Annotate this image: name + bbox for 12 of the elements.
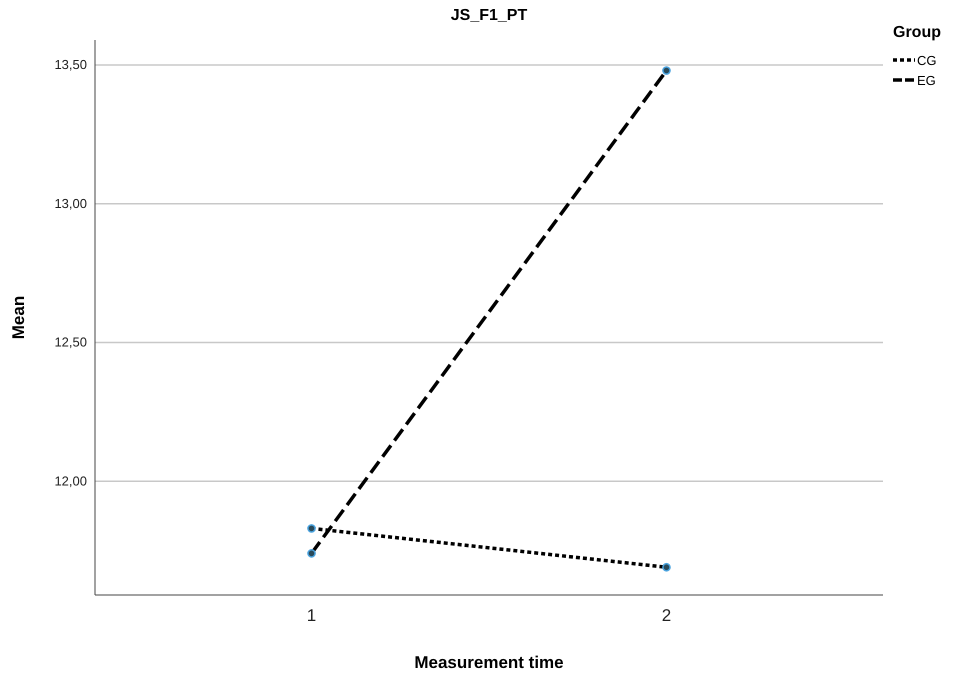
y-tick-label: 13,00	[54, 196, 87, 211]
y-tick-label: 12,00	[54, 473, 87, 488]
x-tick-label: 2	[662, 606, 672, 626]
chart-title: JS_F1_PT	[450, 7, 528, 24]
x-axis-title: Measurement time	[414, 653, 564, 672]
y-axis-title: Mean	[9, 296, 28, 340]
x-tick-label: 1	[306, 606, 316, 626]
y-tick-label: 12,50	[54, 334, 87, 350]
y-tick-label: 13,50	[54, 57, 87, 72]
legend-title: Group	[893, 24, 942, 41]
legend-label: EG	[917, 73, 936, 88]
legend-label: CG	[917, 53, 936, 68]
